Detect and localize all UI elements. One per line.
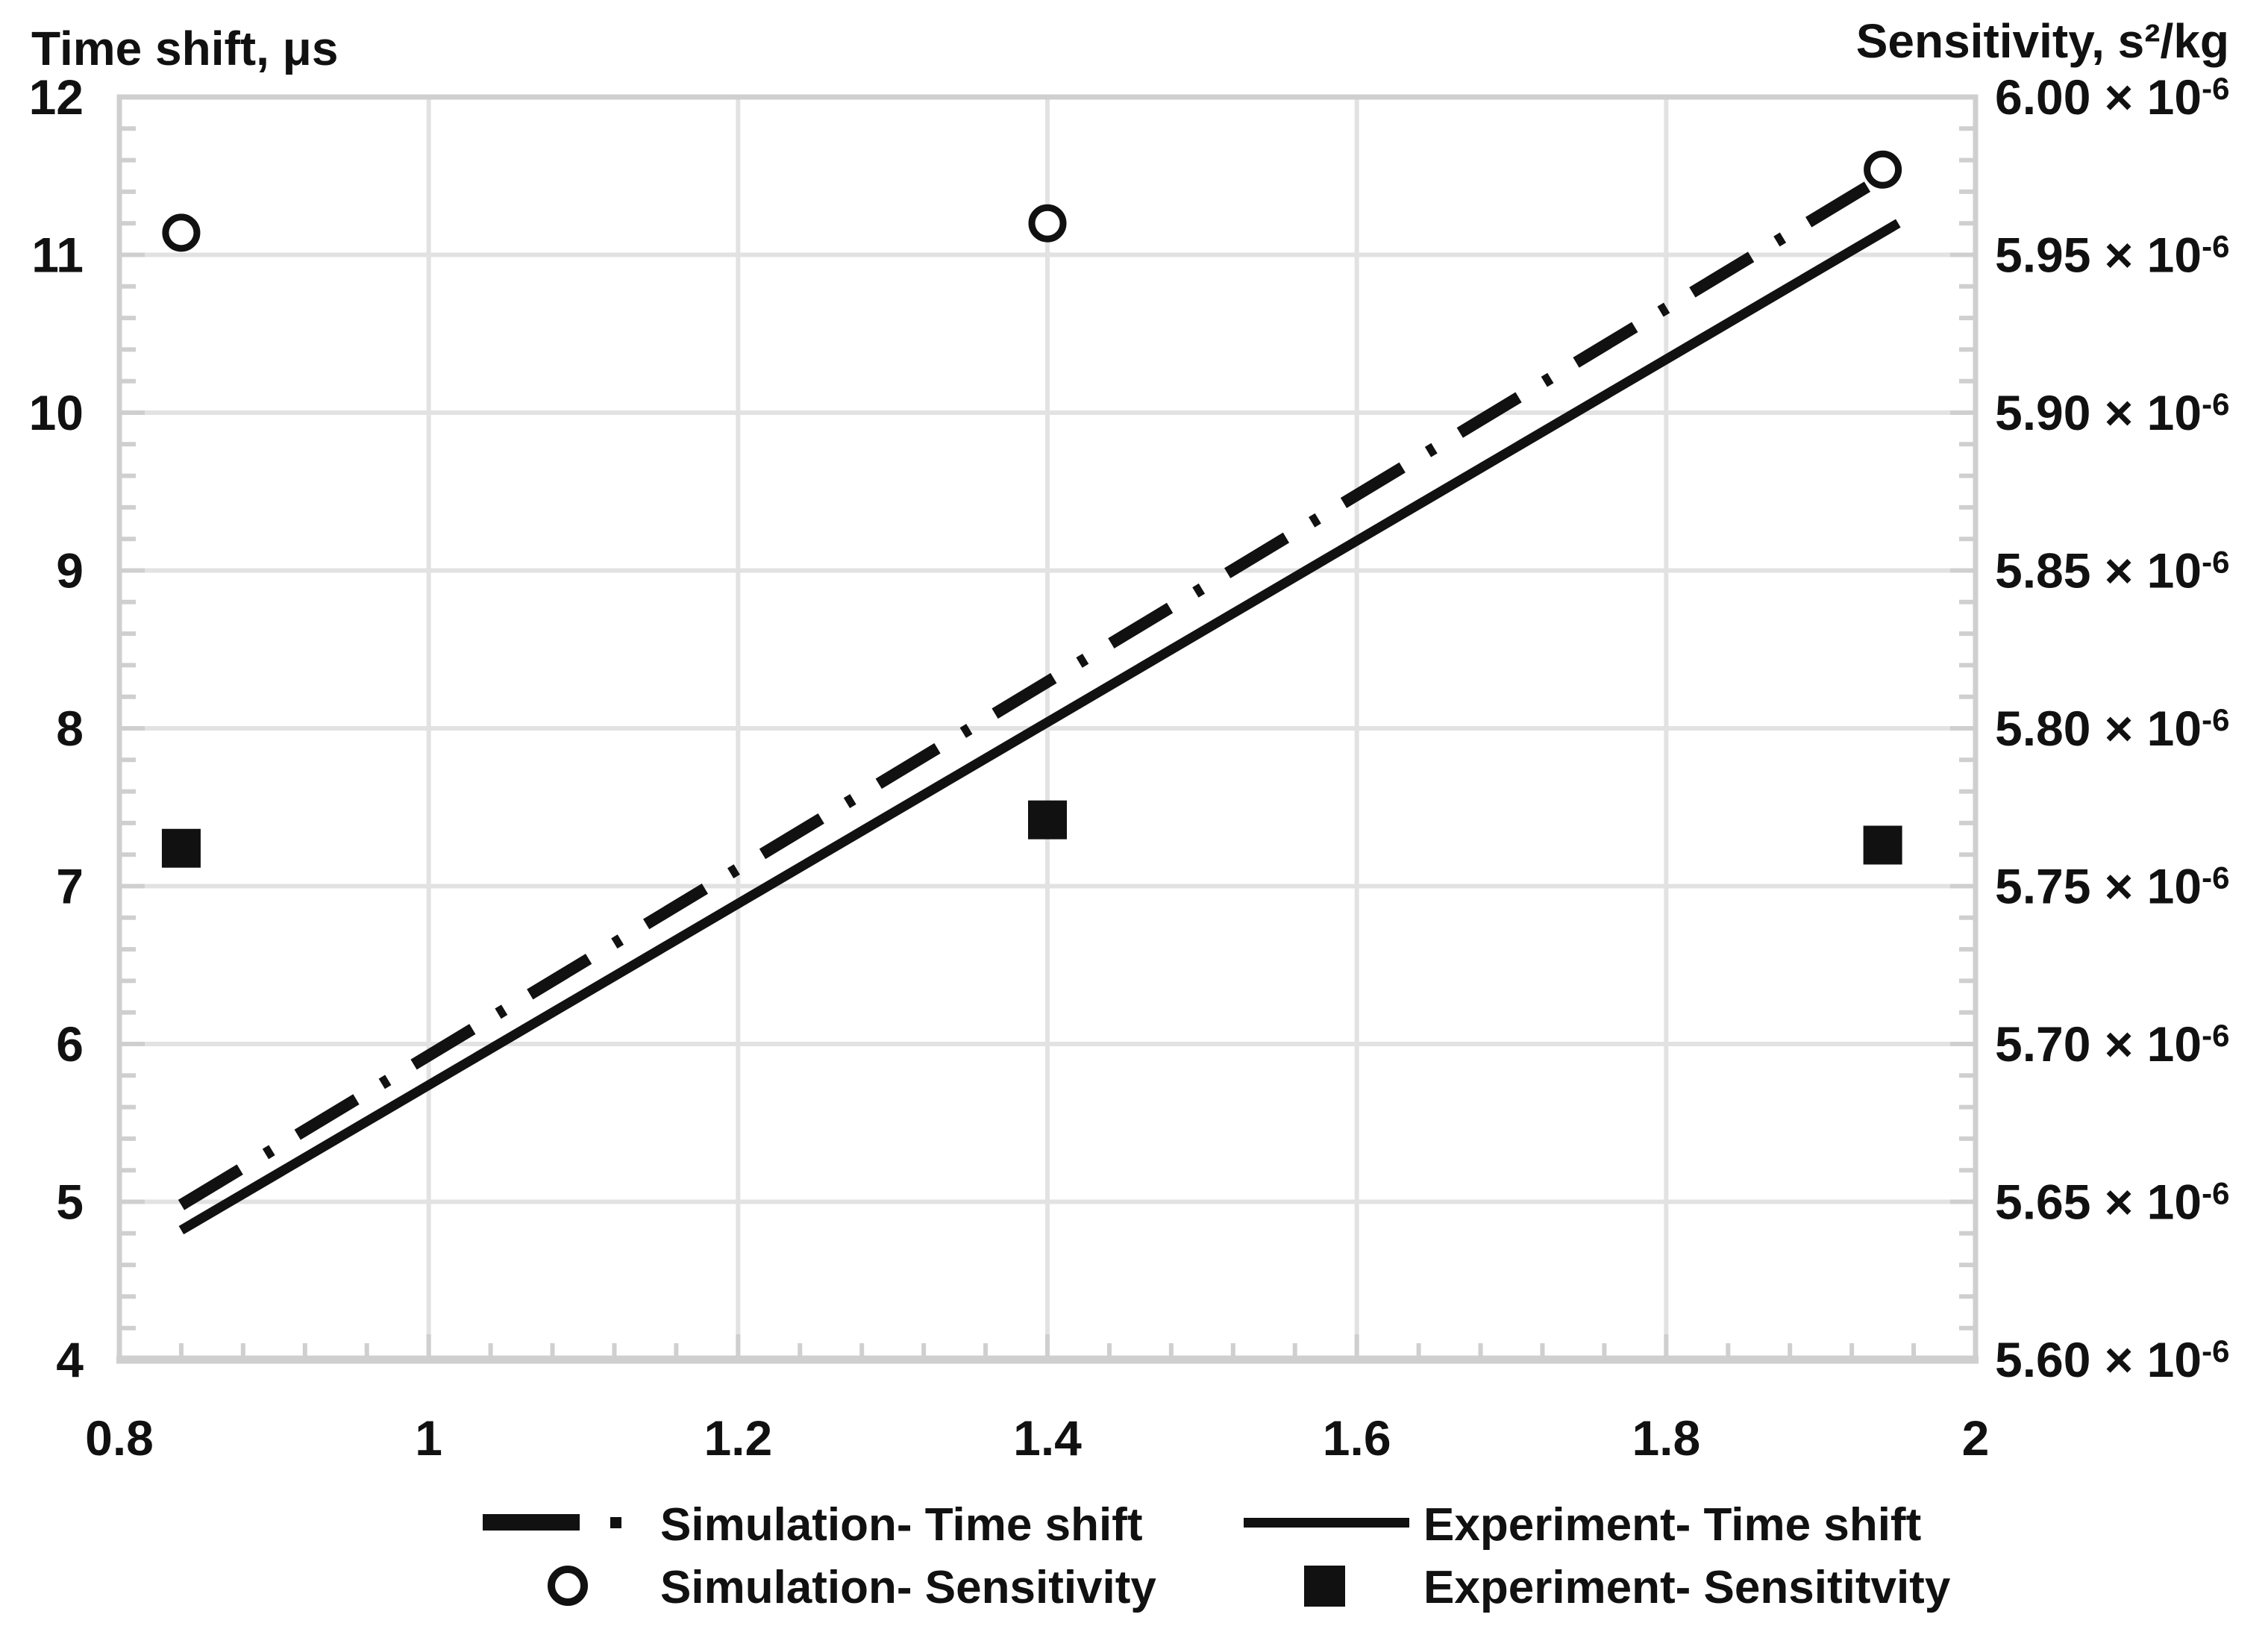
legend-dash-dot-line-sample (483, 1514, 580, 1531)
simulation-sensitivity-point (1864, 150, 1902, 189)
right-axis-tick-label: 5.95 × 10-6 (1995, 228, 2229, 283)
x-axis-tick-label: 1.8 (1632, 1410, 1700, 1466)
legend-label-experiment-time-shift: Experiment- Time shift (1423, 1499, 1922, 1551)
experiment-sensitivity-point (1028, 800, 1067, 840)
left-axis-tick-label: 8 (56, 701, 84, 756)
right-axis-tick-label: 5.90 × 10-6 (1995, 385, 2229, 440)
right-axis-title: Sensitivity, s²/kg (1855, 14, 2229, 68)
left-axis-tick-label: 6 (56, 1016, 84, 1072)
legend-label-experiment-sensitivity: Experiment- Sensititvity (1423, 1562, 1951, 1613)
left-axis-title: Time shift, μs (31, 22, 339, 75)
legend-solid-line-sample (1244, 1518, 1409, 1528)
left-axis-tick-label: 11 (31, 228, 84, 283)
x-axis-tick-label: 1.4 (1013, 1410, 1082, 1466)
left-axis-tick-label: 10 (29, 385, 84, 440)
x-axis-tick-label: 1 (415, 1410, 442, 1466)
simulation-sensitivity-point (1028, 204, 1067, 243)
experiment-sensitivity-point (161, 828, 201, 868)
left-axis-tick-label: 5 (56, 1175, 84, 1230)
experiment-time-shift-line (178, 219, 1901, 1235)
left-axis-tick-label: 7 (56, 859, 84, 914)
left-axis-tick-label: 9 (56, 543, 84, 598)
legend-label-simulation-time-shift: Simulation- Time shift (660, 1499, 1143, 1551)
experiment-sensitivity-point (1863, 825, 1902, 865)
left-axis-tick-label: 12 (29, 69, 84, 125)
x-axis-tick-label: 2 (1962, 1410, 1990, 1466)
right-axis-tick-label: 5.60 × 10-6 (1995, 1332, 2229, 1387)
x-axis-tick-label: 1.2 (704, 1410, 772, 1466)
simulation-sensitivity-point (162, 213, 201, 252)
right-axis-tick-label: 5.75 × 10-6 (1995, 859, 2229, 914)
x-axis-tick-label: 0.8 (85, 1410, 154, 1466)
legend-label-simulation-sensitivity: Simulation- Sensitivity (660, 1562, 1156, 1613)
right-axis-tick-label: 5.65 × 10-6 (1995, 1175, 2229, 1230)
simulation-time-shift-line (178, 163, 1902, 1210)
left-axis-tick-label: 4 (56, 1332, 84, 1387)
right-axis-tick-label: 5.70 × 10-6 (1995, 1016, 2229, 1072)
legend-open-circle-marker (548, 1566, 588, 1606)
legend-dash-dot-dot-sample (610, 1517, 621, 1528)
legend-filled-square-marker (1304, 1566, 1345, 1607)
right-axis-tick-label: 5.85 × 10-6 (1995, 543, 2229, 598)
x-axis-tick-label: 1.6 (1323, 1410, 1391, 1466)
right-axis-tick-label: 6.00 × 10-6 (1995, 69, 2229, 125)
right-axis-tick-label: 5.80 × 10-6 (1995, 701, 2229, 756)
